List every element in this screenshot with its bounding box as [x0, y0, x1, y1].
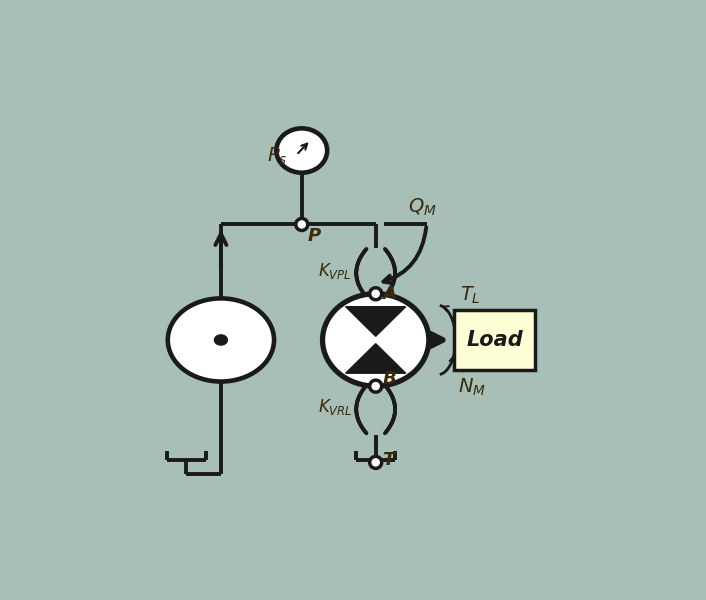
- Text: A: A: [382, 286, 396, 304]
- Text: $N_M$: $N_M$: [458, 377, 486, 398]
- Text: $K_{VPL}$: $K_{VPL}$: [318, 260, 352, 281]
- Ellipse shape: [215, 335, 227, 345]
- Text: $K_{VRL}$: $K_{VRL}$: [318, 397, 353, 417]
- Ellipse shape: [370, 457, 382, 469]
- Ellipse shape: [370, 288, 382, 300]
- Polygon shape: [346, 307, 406, 336]
- Ellipse shape: [323, 294, 429, 386]
- Polygon shape: [346, 344, 406, 373]
- Text: P: P: [307, 227, 321, 245]
- Text: Load: Load: [466, 330, 523, 350]
- Text: $T_L$: $T_L$: [460, 284, 481, 306]
- Ellipse shape: [168, 298, 274, 382]
- Text: $Q_M$: $Q_M$: [408, 197, 437, 218]
- Ellipse shape: [276, 128, 327, 173]
- Ellipse shape: [296, 218, 308, 230]
- Ellipse shape: [370, 380, 382, 392]
- Text: B: B: [382, 370, 396, 388]
- Text: T: T: [382, 451, 395, 469]
- Text: $P_s$: $P_s$: [267, 146, 287, 167]
- FancyBboxPatch shape: [454, 310, 535, 370]
